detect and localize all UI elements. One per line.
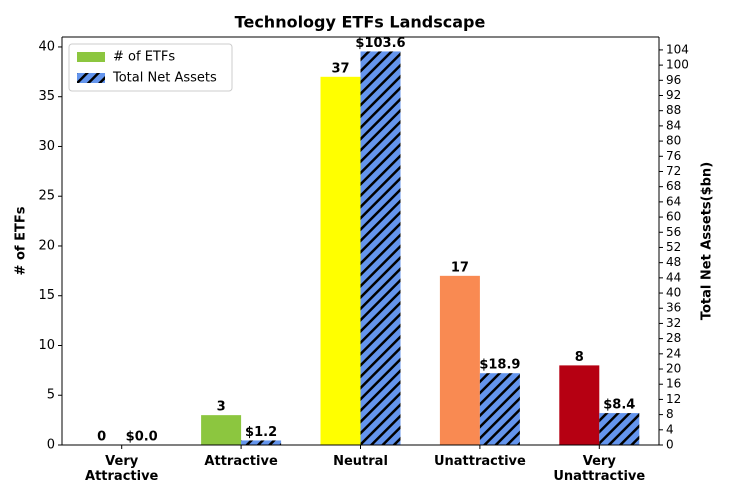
- x-tick-label: Attractive: [204, 454, 278, 469]
- y2-axis-label: Total Net Assets($bn): [700, 162, 715, 320]
- bar: [479, 373, 520, 445]
- y2-tick-label: 52: [666, 240, 681, 254]
- y2-tick-label: 92: [666, 88, 681, 102]
- y2-tick-label: 0: [666, 438, 674, 452]
- y-tick-label: 20: [38, 238, 55, 253]
- y2-tick-label: 88: [666, 103, 681, 117]
- y2-tick-label: 32: [666, 316, 681, 330]
- y2-tick-label: 4: [666, 422, 674, 436]
- y2-tick-label: 28: [666, 331, 681, 345]
- y2-tick-label: 8: [666, 407, 674, 421]
- data-label: 37: [331, 61, 349, 76]
- y-tick-label: 5: [47, 388, 55, 403]
- y2-tick-label: 96: [666, 73, 681, 87]
- y-tick-label: 10: [38, 338, 55, 353]
- chart-title: Technology ETFs Landscape: [235, 13, 486, 32]
- y2-tick-label: 24: [666, 346, 681, 360]
- y2-tick-label: 48: [666, 255, 681, 269]
- bar: [320, 76, 361, 446]
- y2-tick-label: 64: [666, 194, 681, 208]
- y2-tick-label: 40: [666, 286, 681, 300]
- y-tick-label: 30: [38, 139, 55, 154]
- data-label: $1.2: [245, 425, 277, 440]
- legend-box: [68, 43, 233, 92]
- y2-tick-label: 72: [666, 164, 681, 178]
- y2-tick-label: 60: [666, 210, 681, 224]
- y2-tick-label: 16: [666, 377, 681, 391]
- legend-label: # of ETFs: [113, 50, 175, 65]
- y2-tick-label: 104: [666, 42, 689, 56]
- bar: [559, 365, 600, 445]
- data-label: $8.4: [603, 398, 635, 413]
- x-tick-label: Very Unattractive: [553, 454, 646, 484]
- data-label: $18.9: [479, 358, 520, 373]
- y-tick-label: 35: [38, 89, 55, 104]
- y2-tick-label: 12: [666, 392, 681, 406]
- legend-swatch: [77, 52, 105, 62]
- y2-tick-label: 20: [666, 362, 681, 376]
- y2-tick-label: 68: [666, 179, 681, 193]
- x-tick-label: Unattractive: [433, 454, 526, 469]
- bar: [360, 51, 401, 445]
- y2-tick-label: 44: [666, 270, 681, 284]
- bar: [599, 413, 640, 445]
- data-label: $0.0: [126, 430, 158, 445]
- y2-tick-label: 100: [666, 58, 689, 72]
- data-label: 17: [451, 260, 469, 275]
- y2-tick-label: 84: [666, 118, 681, 132]
- y2-tick-label: 56: [666, 225, 681, 239]
- x-tick-label: Neutral: [333, 454, 388, 469]
- y-axis-label: # of ETFs: [14, 206, 29, 275]
- y-tick-label: 40: [38, 39, 55, 54]
- data-label: $103.6: [355, 36, 405, 51]
- bar: [439, 275, 480, 445]
- data-label: 3: [217, 400, 226, 415]
- bar: [201, 415, 242, 445]
- y2-tick-label: 80: [666, 134, 681, 148]
- data-label: 8: [575, 350, 584, 365]
- y2-tick-label: 76: [666, 149, 681, 163]
- data-label: 0: [97, 430, 106, 445]
- y-tick-label: 15: [38, 288, 55, 303]
- y-tick-label: 25: [38, 189, 55, 204]
- y-tick-label: 0: [47, 438, 55, 453]
- legend-label: Total Net Assets: [112, 71, 217, 86]
- bar: [241, 440, 282, 445]
- x-tick-label: Very Attractive: [85, 454, 159, 484]
- y2-tick-label: 36: [666, 301, 681, 315]
- legend-swatch: [77, 73, 105, 83]
